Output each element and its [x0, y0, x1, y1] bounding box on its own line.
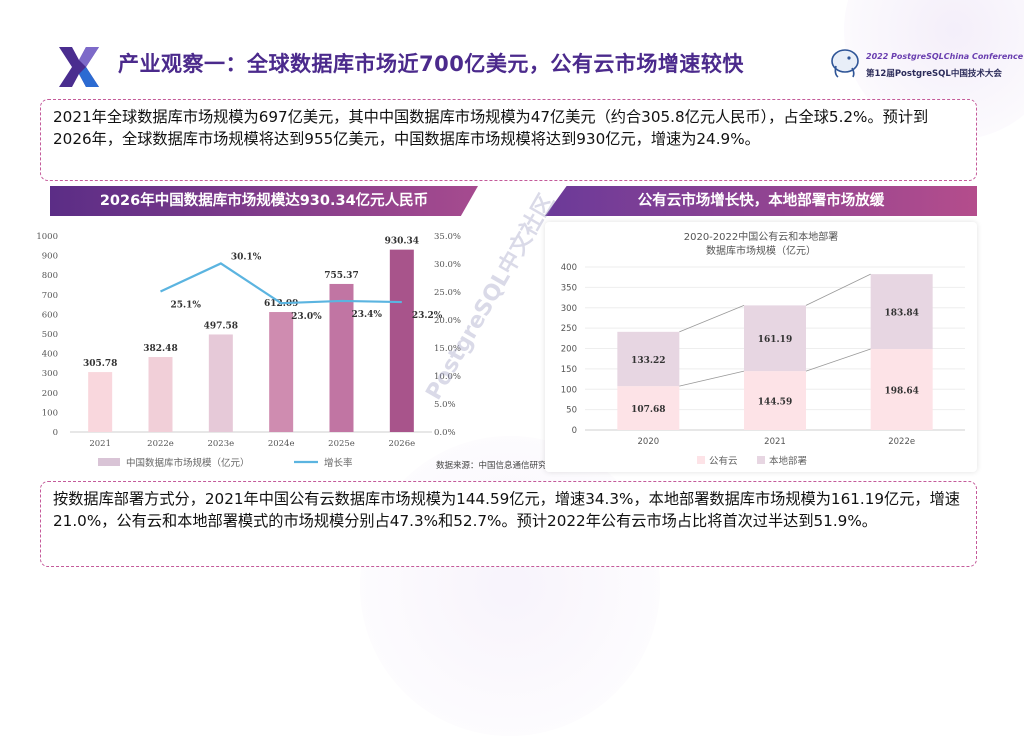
- banner-left: 2026年中国数据库市场规模达930.34亿元人民币: [50, 186, 478, 216]
- growth-rate-label: 30.1%: [231, 252, 262, 262]
- y-tick-label: 900: [42, 252, 58, 262]
- growth-rate-label: 23.2%: [412, 311, 443, 321]
- y-tick-label: 200: [561, 345, 577, 355]
- y-tick-label: 600: [42, 310, 58, 320]
- y-tick-label: 500: [42, 330, 58, 340]
- bar: [269, 312, 294, 432]
- legend-label-public-cloud: 公有云: [709, 455, 738, 467]
- y2-tick-label: 10.0%: [434, 372, 461, 382]
- bar: [329, 283, 354, 432]
- conference-badge: 2022 PostgreSQLChina Conference 第12届Post…: [828, 46, 1023, 86]
- y2-tick-label: 30.0%: [434, 260, 461, 270]
- bar-value-label: 183.84: [884, 309, 918, 319]
- bar-public-cloud: [617, 386, 680, 430]
- bar-public-cloud: [744, 371, 806, 430]
- bar-value-label: 930.34: [385, 237, 419, 247]
- page-title: 产业观察一：全球数据库市场近700亿美元，公有云市场增速较快: [118, 52, 744, 76]
- y2-tick-label: 20.0%: [434, 316, 461, 326]
- y-tick-label: 50: [566, 406, 577, 416]
- data-source-note: 数据来源：中国信息通信研究院，2022年6月: [436, 461, 608, 471]
- postgresql-elephant-icon: [831, 49, 859, 78]
- y-tick-label: 1000: [36, 232, 58, 242]
- chart-title: 2020-2022中国公有云和本地部署: [684, 230, 839, 243]
- summary-box-top: 2021年全球数据库市场规模为697亿美元，其中中国数据库市场规模为47亿美元（…: [40, 99, 977, 181]
- bar-value-label: 497.58: [204, 321, 238, 331]
- bar-value-label: 755.37: [324, 271, 358, 281]
- bar-value-label: 161.19: [758, 335, 792, 345]
- conference-subtitle: 第12届PostgreSQL中国技术大会: [866, 69, 1002, 79]
- bar: [148, 357, 173, 432]
- growth-rate-label: 25.1%: [171, 300, 202, 310]
- bar-public-cloud: [870, 349, 933, 430]
- connector-line: [679, 370, 745, 387]
- connector-line: [679, 305, 745, 333]
- bar-value-label: 144.59: [758, 398, 792, 408]
- x-tick-label: 2021: [764, 437, 786, 447]
- banner-right: 公有云市场增长快，本地部署市场放缓: [545, 186, 977, 216]
- y-tick-label: 350: [561, 283, 577, 293]
- bar-on-premise: [870, 274, 933, 350]
- legend-label-on-premise: 本地部署: [769, 455, 807, 467]
- china-db-market-chart: 0 100 200 300 400 500 600 700 800 900 1000 0.0% 5.0%…: [36, 232, 461, 469]
- y-tick-label: 400: [561, 263, 577, 273]
- summary-top-text: 2021年全球数据库市场规模为697亿美元，其中中国数据库市场规模为47亿美元（…: [53, 108, 929, 148]
- chart-title: 数据库市场规模（亿元）: [706, 244, 816, 257]
- x-tick-label: 2023e: [207, 439, 234, 449]
- legend-swatch-public-cloud: [697, 456, 705, 464]
- bar-value-label: 198.64: [884, 387, 918, 397]
- y-tick-label: 100: [561, 385, 577, 395]
- y-tick-label: 100: [42, 408, 58, 418]
- bar-on-premise: [617, 331, 680, 387]
- growth-rate-label: 23.4%: [352, 310, 383, 320]
- bar: [208, 334, 233, 432]
- bar-value-label: 382.48: [143, 344, 177, 354]
- x-tick-label: 2021: [89, 439, 111, 449]
- x-tick-label: 2022e: [147, 439, 174, 449]
- y-tick-label: 0: [572, 426, 577, 436]
- legend-label-market: 中国数据库市场规模（亿元）: [126, 457, 250, 469]
- legend-swatch-market: [98, 458, 120, 466]
- conference-name: 2022 PostgreSQLChina Conference: [866, 52, 1024, 61]
- x-tick-label: 2026e: [388, 439, 415, 449]
- y2-tick-label: 15.0%: [434, 344, 461, 354]
- y2-tick-label: 25.0%: [434, 288, 461, 298]
- y-tick-label: 150: [561, 365, 577, 375]
- bar: [389, 249, 414, 432]
- bar: [88, 372, 113, 432]
- growth-line: [160, 262, 402, 305]
- x-tick-label: 2022e: [888, 437, 915, 447]
- bar-on-premise: [744, 305, 806, 372]
- brand-logo-icon: [59, 47, 99, 87]
- bar-value-label: 133.22: [631, 356, 665, 366]
- y-tick-label: 800: [42, 271, 58, 281]
- legend-swatch-on-premise: [757, 456, 765, 464]
- summary-bottom-text: 按数据库部署方式分，2021年中国公有云数据库市场规模为144.59亿元，增速3…: [53, 490, 960, 530]
- connector-line: [805, 273, 871, 306]
- legend-label-growth: 增长率: [324, 457, 353, 469]
- y2-tick-label: 0.0%: [434, 428, 456, 438]
- y-tick-label: 250: [561, 324, 577, 334]
- y2-tick-label: 5.0%: [434, 400, 456, 410]
- y-tick-label: 300: [561, 304, 577, 314]
- y-tick-label: 400: [42, 350, 58, 360]
- x-tick-label: 2024e: [268, 439, 295, 449]
- bar-value-label: 305.78: [83, 359, 117, 369]
- y-tick-label: 200: [42, 389, 58, 399]
- x-tick-label: 2025e: [328, 439, 355, 449]
- y-tick-label: 700: [42, 291, 58, 301]
- y-tick-label: 300: [42, 369, 58, 379]
- connector-line: [805, 348, 871, 372]
- growth-rate-label: 23.0%: [291, 312, 322, 322]
- x-tick-label: 2020: [638, 437, 660, 447]
- bar-value-label: 107.68: [631, 405, 665, 415]
- y2-tick-label: 35.0%: [434, 232, 461, 242]
- summary-box-bottom: 按数据库部署方式分，2021年中国公有云数据库市场规模为144.59亿元，增速3…: [40, 481, 977, 567]
- y-tick-label: 0: [53, 428, 58, 438]
